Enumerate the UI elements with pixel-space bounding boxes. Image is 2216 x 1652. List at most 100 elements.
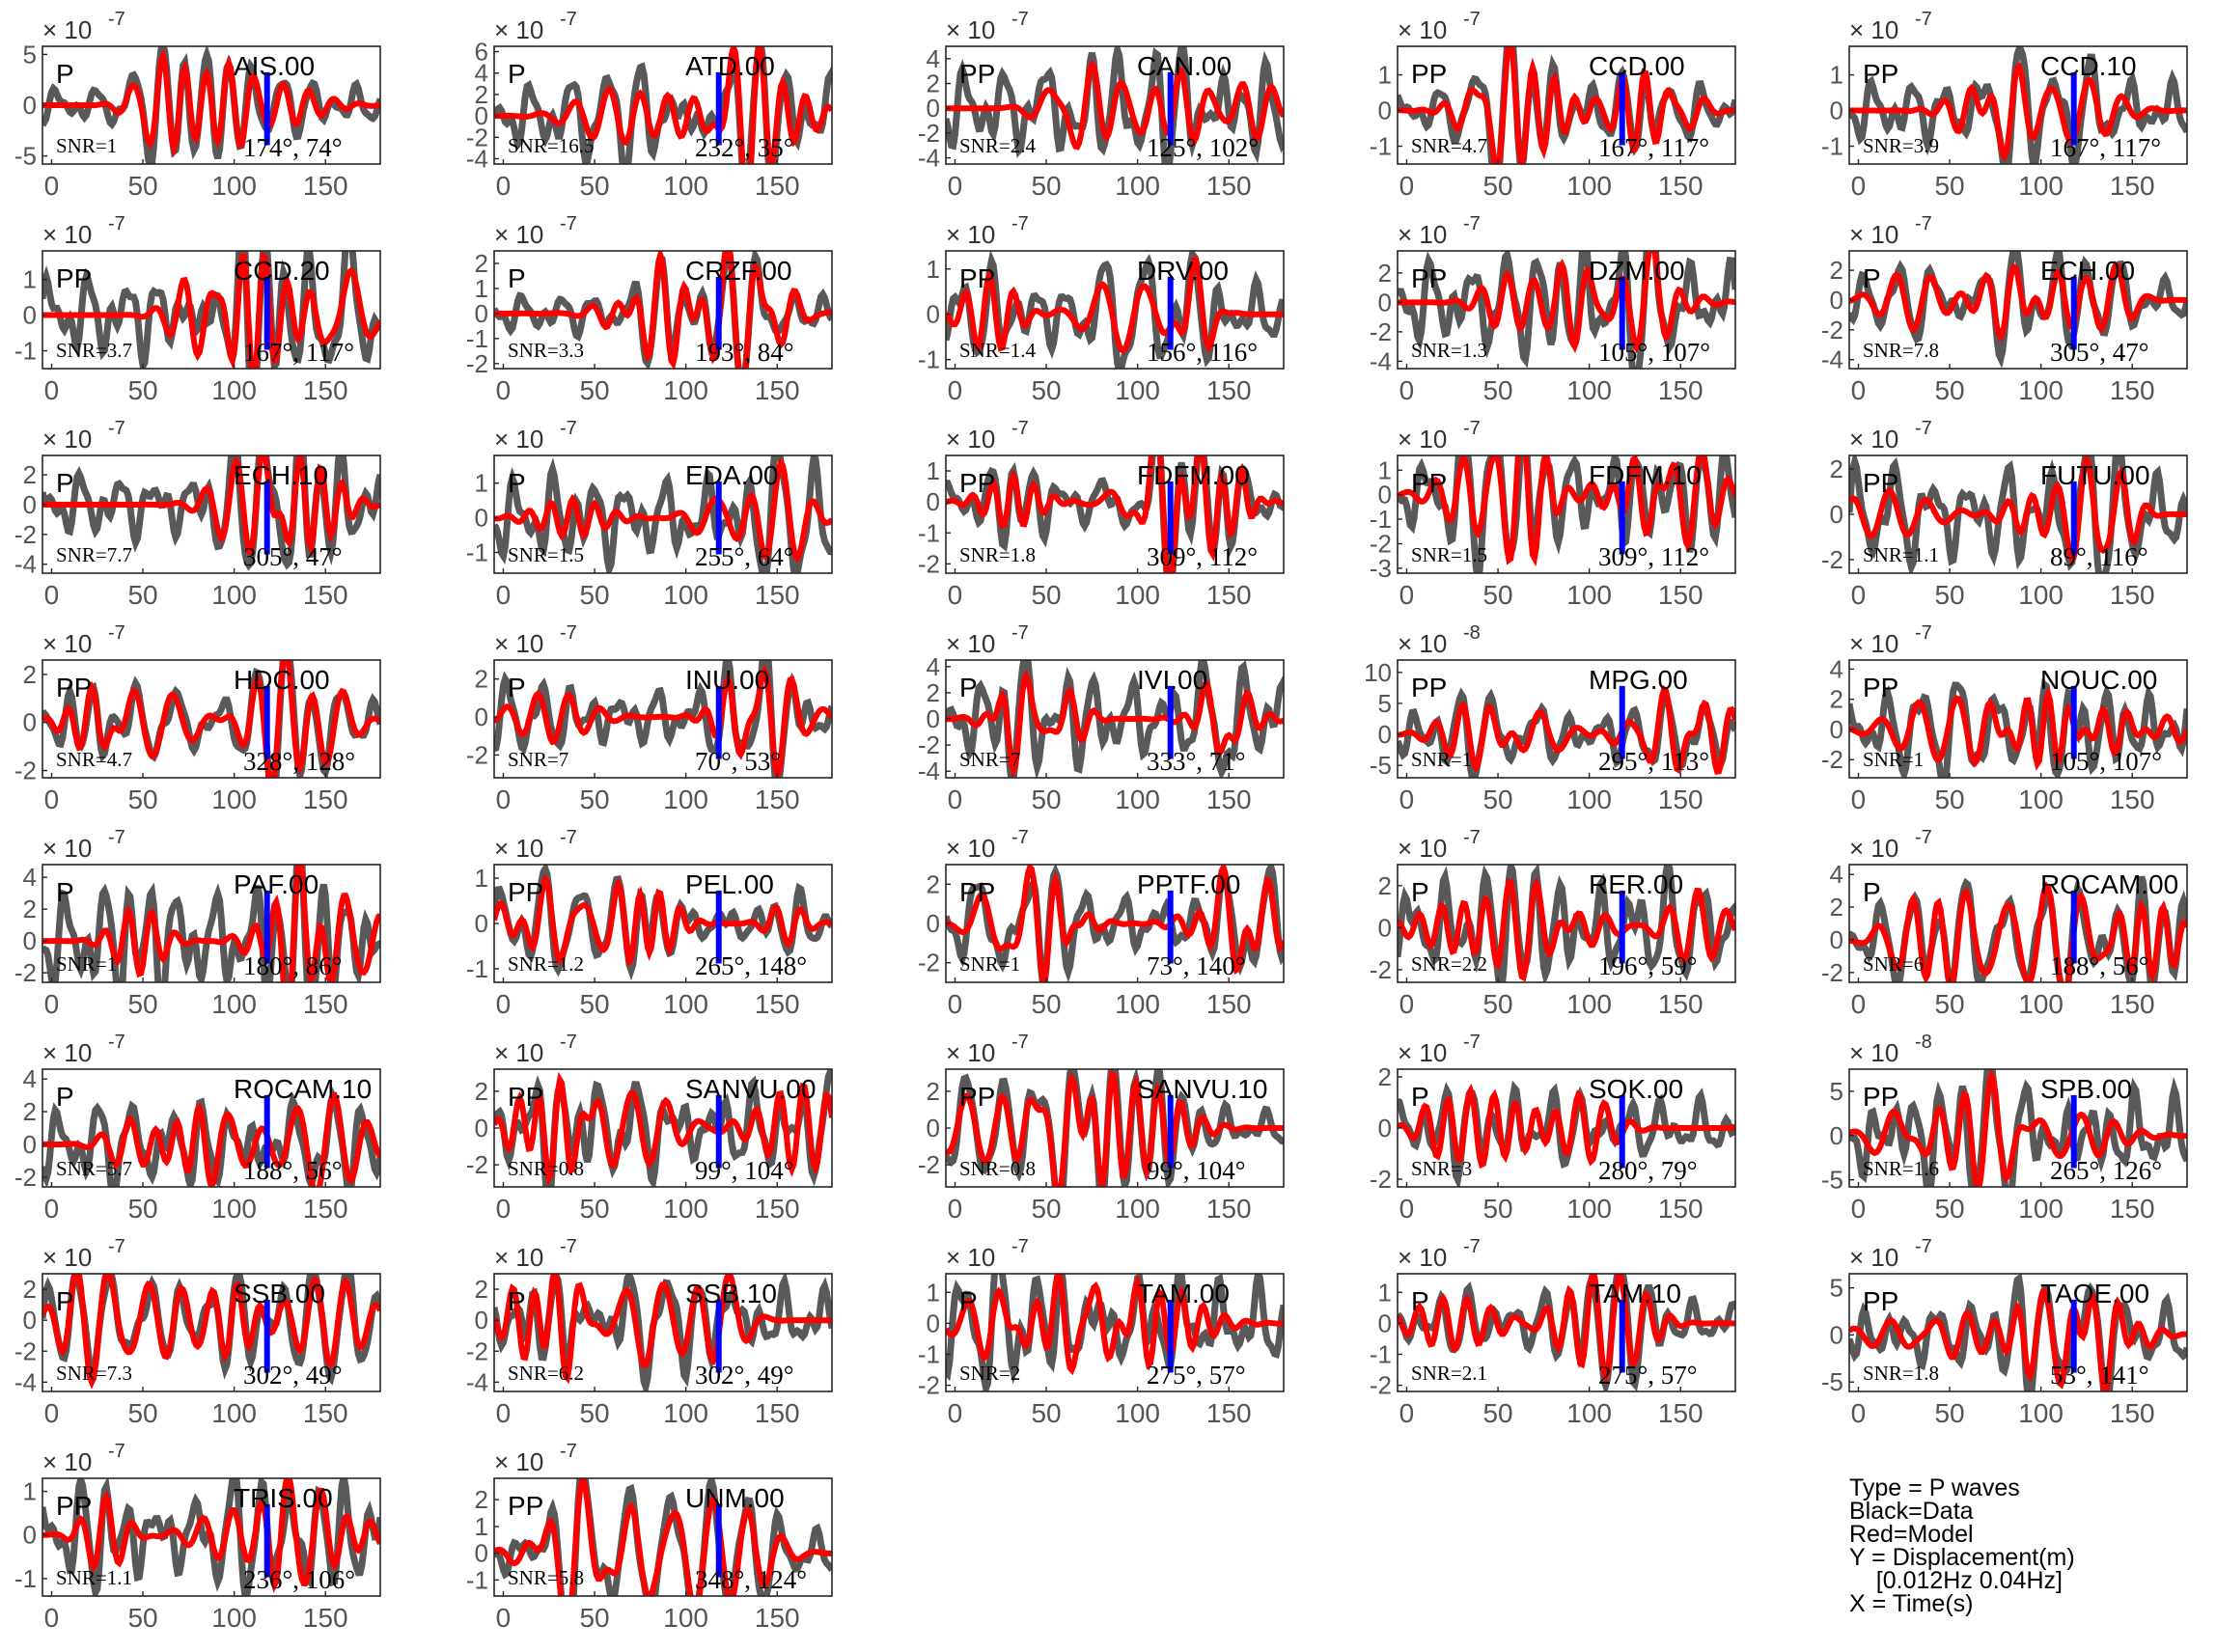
x-tick-label: 50 [1934,1398,1964,1428]
x-tick-label: 150 [2110,580,2155,610]
x-tick-label: 50 [579,785,609,814]
x-tick-label: 150 [303,989,348,1019]
station-label: SANVU.00 [685,1074,816,1104]
x-tick-label: 0 [1399,580,1415,610]
station-label: MPG.00 [1589,665,1688,695]
station-label: EDA.00 [685,460,779,490]
subplot: 0 50 100 150 -1 0 1× 10 -7 PP PEL.00 SNR=1.2 265°, … [466,827,833,1019]
x-tick-label: 50 [127,1194,157,1224]
subplot: 0 50 100 150 -5 0 5× 10 -8 PP SPB.00 SNR=1.6 265°, … [1821,1032,2188,1224]
azimuth-distance-label: 188°, 56° [2050,951,2149,980]
axes-box [1848,45,2188,165]
x-tick-label: 50 [1482,580,1512,610]
x-tick-label: 150 [1658,580,1704,610]
phase-label: P [1411,877,1429,907]
snr-label: SNR=2 [959,1362,1020,1385]
y-tick-label: -1 [1370,132,1392,161]
x-tick-label: 0 [1851,171,1867,201]
x-tick-label: 0 [948,1194,963,1224]
x-tick-label: 0 [1851,1194,1867,1224]
y-tick-label: -5 [1821,1166,1843,1195]
snr-label: SNR=0.8 [508,1157,584,1180]
axes-box [1397,250,1736,370]
y-tick-label: -2 [1821,958,1843,987]
y-tick-label: 2 [475,1077,488,1106]
model-trace [42,1274,380,1390]
y-exponent-power: -7 [108,622,125,644]
y-tick-label: -1 [918,1339,940,1368]
y-tick-label: -2 [1821,316,1843,344]
axes-box [42,1068,381,1188]
x-tick-label: 0 [44,171,60,201]
azimuth-distance-label: 305°, 47° [243,542,343,571]
station-label: DZM.00 [1589,256,1685,286]
axes-box [493,1477,833,1597]
y-tick-label: -1 [466,954,488,983]
station-label: TAM.10 [1589,1279,1681,1308]
station-label: SSB.00 [234,1279,325,1308]
snr-label: SNR=7 [508,748,568,771]
x-tick-label: 150 [303,580,348,610]
azimuth-distance-label: 73°, 140° [1147,951,1246,980]
snr-label: SNR=6 [1863,952,1924,976]
x-tick-label: 0 [44,785,60,814]
model-trace [42,865,380,982]
x-tick-label: 150 [2110,1194,2155,1224]
y-exponent-power: -7 [1011,9,1029,30]
snr-label: SNR=4.7 [1411,134,1487,157]
axes-box [42,659,381,779]
data-trace [1849,1069,2187,1187]
y-tick-label: 0 [475,299,488,328]
station-label: ROCAM.00 [2040,869,2178,899]
azimuth-distance-label: 70°, 53° [695,747,781,776]
snr-label: SNR=1 [1863,748,1924,771]
legend-line: Type = P waves [1849,1474,2020,1501]
station-label: CCD.20 [234,256,330,286]
axes-box [1397,45,1736,165]
station-label: PEL.00 [685,869,774,899]
y-exponent-label: × 10 [1398,425,1447,454]
x-tick-label: 50 [127,171,157,201]
model-trace [1849,1069,2187,1187]
x-tick-label: 150 [1658,1194,1704,1224]
x-tick-label: 100 [2018,989,2064,1019]
y-exponent-label: × 10 [1849,834,1898,863]
y-tick-label: -2 [918,949,940,977]
x-tick-label: 50 [579,580,609,610]
axes-box [42,1273,381,1392]
y-tick-label: 0 [1378,96,1392,125]
phase-label: PP [56,673,92,702]
y-exponent-label: × 10 [946,629,995,658]
axes-box [493,1273,833,1392]
y-tick-label: -2 [466,740,488,769]
x-tick-label: 100 [1115,989,1160,1019]
snr-label: SNR=1.8 [1863,1362,1939,1385]
y-exponent-label: × 10 [494,1038,543,1067]
y-tick-label: -2 [466,1150,488,1179]
x-tick-label: 0 [44,1603,60,1633]
x-tick-label: 50 [1031,580,1061,610]
y-exponent-label: × 10 [494,425,543,454]
x-tick-label: 0 [496,171,512,201]
phase-label: P [56,877,74,907]
y-tick-label: 1 [23,1477,37,1506]
y-tick-label: 0 [927,1308,940,1337]
azimuth-distance-label: 167°, 117° [2050,133,2161,162]
x-tick-label: 0 [496,1603,512,1633]
subplot: 0 50 100 150 -2 0 2× 10 -7 PP FUTU.00 SNR=1.1 89°, … [1821,418,2188,610]
axes-box [42,1477,381,1597]
phase-label: PP [1411,59,1447,89]
x-tick-label: 0 [1851,375,1867,405]
snr-label: SNR=7.7 [56,543,132,566]
x-tick-label: 0 [1851,580,1867,610]
y-tick-label: 2 [23,1097,37,1126]
phase-label: P [959,1286,978,1316]
x-tick-label: 50 [1482,171,1512,201]
x-tick-label: 0 [44,1398,60,1428]
azimuth-distance-label: 167°, 117° [243,338,354,367]
model-trace [494,1478,832,1596]
x-tick-label: 150 [1658,989,1704,1019]
